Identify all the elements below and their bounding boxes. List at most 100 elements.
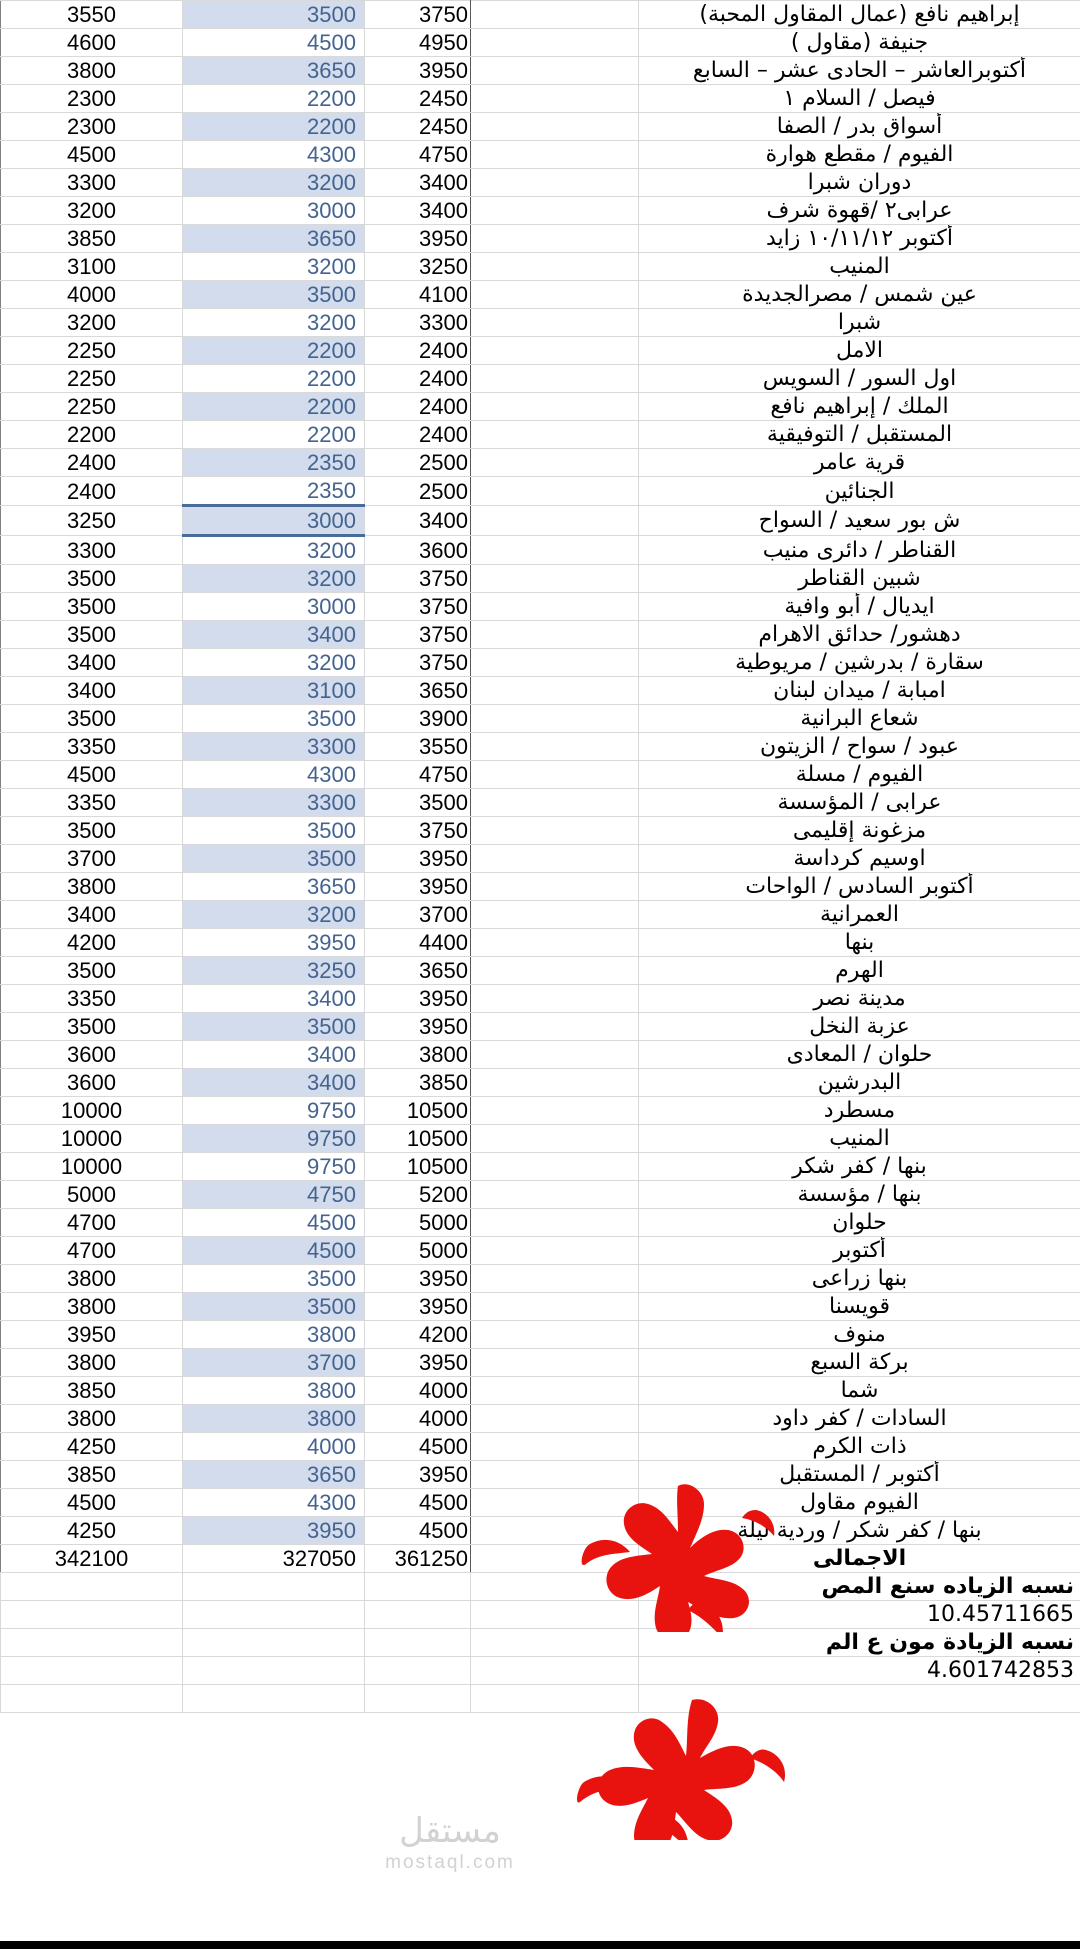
cell-col-c[interactable]: 10500 — [364, 1096, 471, 1125]
table-row[interactable]: 3800 3500 3950 بنها زراعى — [0, 1264, 1080, 1293]
cell-col-a[interactable]: 3350 — [0, 984, 183, 1013]
cell-col-e-label[interactable]: القناطر / دائرى منيب — [638, 535, 1080, 565]
cell-col-e-label[interactable]: أكتوبرالعاشر – الحادى عشر – السابع — [638, 56, 1080, 85]
cell-col-d-spacer[interactable] — [470, 956, 639, 985]
table-row[interactable]: 10000 9750 10500 مسطرد — [0, 1096, 1080, 1125]
table-row[interactable]: 2250 2200 2400 اول السور / السويس — [0, 364, 1080, 393]
table-row[interactable]: 3950 3800 4200 منوف — [0, 1320, 1080, 1349]
note-spacer-cell[interactable] — [364, 1600, 471, 1629]
cell-col-a[interactable]: 10000 — [0, 1152, 183, 1181]
table-row[interactable]: 4250 3950 4500 بنها / كفر شكر / وردية ليلة — [0, 1516, 1080, 1545]
cell-col-e-label[interactable]: أكتوبر السادس / الواحات — [638, 872, 1080, 901]
cell-col-d-spacer[interactable] — [470, 1292, 639, 1321]
note-spacer-cell[interactable] — [182, 1600, 365, 1629]
total-col-b[interactable]: 327050 — [182, 1544, 365, 1573]
cell-col-c[interactable]: 5000 — [364, 1208, 471, 1237]
cell-col-a[interactable]: 3600 — [0, 1040, 183, 1069]
cell-col-b[interactable]: 3200 — [182, 168, 365, 197]
cell-col-a[interactable]: 4000 — [0, 280, 183, 309]
table-row[interactable]: 3850 3800 4000 شما — [0, 1376, 1080, 1405]
cell-col-d-spacer[interactable] — [470, 900, 639, 929]
cell-col-a[interactable]: 3500 — [0, 620, 183, 649]
cell-col-c[interactable]: 4750 — [364, 140, 471, 169]
cell-col-d-spacer[interactable] — [470, 984, 639, 1013]
cell-col-a[interactable]: 3200 — [0, 196, 183, 225]
table-row[interactable]: 4500 4300 4750 الفيوم / مسلة — [0, 760, 1080, 789]
cell-col-e-label[interactable]: بنها — [638, 928, 1080, 957]
blank-cell[interactable] — [638, 1684, 1080, 1713]
cell-col-d-spacer[interactable] — [470, 704, 639, 733]
cell-col-b[interactable]: 9750 — [182, 1096, 365, 1125]
cell-col-e-label[interactable]: عبود / سواح / الزيتون — [638, 732, 1080, 761]
cell-col-b[interactable]: 9750 — [182, 1152, 365, 1181]
cell-col-b[interactable]: 2200 — [182, 420, 365, 449]
cell-col-b[interactable]: 2350 — [182, 476, 365, 506]
table-row[interactable]: 3800 3650 3950 أكتوبر السادس / الواحات — [0, 872, 1080, 901]
cell-col-c[interactable]: 3650 — [364, 676, 471, 705]
cell-col-b[interactable]: 3000 — [182, 592, 365, 621]
cell-col-b[interactable]: 3650 — [182, 872, 365, 901]
cell-col-c[interactable]: 3950 — [364, 1292, 471, 1321]
cell-col-d-spacer[interactable] — [470, 280, 639, 309]
cell-col-e-label[interactable]: ايديال / أبو وافية — [638, 592, 1080, 621]
cell-col-a[interactable]: 2400 — [0, 476, 183, 506]
table-row[interactable]: 3800 3700 3950 بركة السبع — [0, 1348, 1080, 1377]
cell-col-b[interactable]: 3200 — [182, 900, 365, 929]
cell-col-a[interactable]: 2300 — [0, 84, 183, 113]
cell-col-d-spacer[interactable] — [470, 788, 639, 817]
table-row[interactable]: 4000 3500 4100 عين شمس / مصرالجديدة — [0, 280, 1080, 309]
cell-col-c[interactable]: 10500 — [364, 1124, 471, 1153]
table-row[interactable]: 3500 3500 3950 عزبة النخل — [0, 1012, 1080, 1041]
cell-col-c[interactable]: 4000 — [364, 1376, 471, 1405]
cell-col-d-spacer[interactable] — [470, 364, 639, 393]
note-label-row[interactable]: نسبه الزياده سنع المص — [0, 1572, 1080, 1601]
cell-col-c[interactable]: 4100 — [364, 280, 471, 309]
cell-col-e-label[interactable]: عين شمس / مصرالجديدة — [638, 280, 1080, 309]
cell-col-b[interactable]: 3950 — [182, 1516, 365, 1545]
cell-col-d-spacer[interactable] — [470, 1348, 639, 1377]
cell-col-a[interactable]: 2300 — [0, 112, 183, 141]
cell-col-a[interactable]: 3200 — [0, 308, 183, 337]
table-row[interactable]: 3400 3200 3700 العمرانية — [0, 900, 1080, 929]
cell-col-a[interactable]: 4500 — [0, 760, 183, 789]
cell-col-d-spacer[interactable] — [470, 676, 639, 705]
cell-col-b[interactable]: 4300 — [182, 1488, 365, 1517]
cell-col-a[interactable]: 3600 — [0, 1068, 183, 1097]
cell-col-b[interactable]: 3200 — [182, 564, 365, 593]
cell-col-d-spacer[interactable] — [470, 1432, 639, 1461]
cell-col-c[interactable]: 3950 — [364, 56, 471, 85]
note-value-row[interactable]: 10.45711665 — [0, 1600, 1080, 1629]
cell-col-c[interactable]: 3950 — [364, 1264, 471, 1293]
cell-col-a[interactable]: 3500 — [0, 564, 183, 593]
cell-col-b[interactable]: 3200 — [182, 535, 365, 565]
cell-col-e-label[interactable]: الفيوم مقاول — [638, 1488, 1080, 1517]
blank-cell[interactable] — [470, 1684, 639, 1713]
cell-col-b[interactable]: 3200 — [182, 308, 365, 337]
note-label-row[interactable]: نسبه الزيادة مون ع الم — [0, 1628, 1080, 1657]
cell-col-e-label[interactable]: مزغونة إقليمى — [638, 816, 1080, 845]
table-row[interactable]: 2200 2200 2400 المستقبل / التوفيقية — [0, 420, 1080, 449]
table-row[interactable]: 3550 3500 3750 إبراهيم نافع (عمال المقاول ا… — [0, 0, 1080, 29]
cell-col-e-label[interactable]: العمرانية — [638, 900, 1080, 929]
cell-col-a[interactable]: 4500 — [0, 1488, 183, 1517]
blank-cell[interactable] — [182, 1684, 365, 1713]
cell-col-e-label[interactable]: عرابى / المؤسسة — [638, 788, 1080, 817]
table-row[interactable]: 3500 3250 3650 الهرم — [0, 956, 1080, 985]
cell-col-c[interactable]: 3750 — [364, 0, 471, 29]
cell-col-c[interactable]: 2400 — [364, 392, 471, 421]
table-row[interactable]: 3600 3400 3800 حلوان / المعادى — [0, 1040, 1080, 1069]
table-row[interactable]: 3500 3000 3750 ايديال / أبو وافية — [0, 592, 1080, 621]
cell-col-c[interactable]: 3500 — [364, 788, 471, 817]
cell-col-c[interactable]: 3800 — [364, 1040, 471, 1069]
cell-col-e-label[interactable]: فيصل / السلام ١ — [638, 84, 1080, 113]
table-row[interactable]: 4500 4300 4750 الفيوم / مقطع هوارة — [0, 140, 1080, 169]
cell-col-a[interactable]: 3950 — [0, 1320, 183, 1349]
cell-col-c[interactable]: 3550 — [364, 732, 471, 761]
cell-col-c[interactable]: 4500 — [364, 1488, 471, 1517]
cell-col-b[interactable]: 3400 — [182, 1040, 365, 1069]
cell-col-e-label[interactable]: شبين القناطر — [638, 564, 1080, 593]
cell-col-e-label[interactable]: أكتوبر / المستقبل — [638, 1460, 1080, 1489]
cell-col-c[interactable]: 3850 — [364, 1068, 471, 1097]
cell-col-c[interactable]: 3400 — [364, 196, 471, 225]
total-label[interactable]: الاجمالى — [638, 1544, 1080, 1573]
